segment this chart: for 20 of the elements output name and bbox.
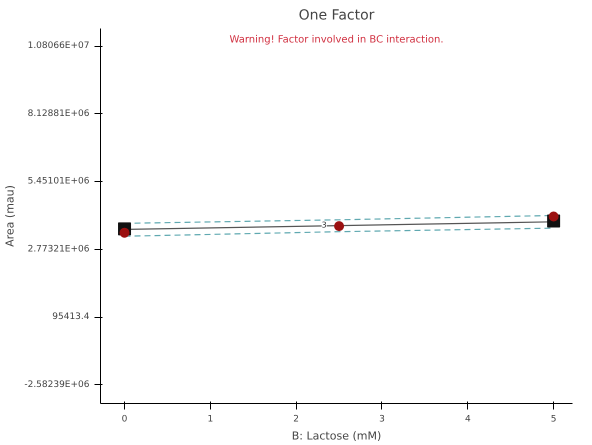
point (334, 221, 344, 232)
y-tick-label: 5.45101E+06 (28, 176, 90, 187)
x-tick-label: 1 (207, 414, 214, 424)
y-tick-label: 95413.4 (52, 312, 90, 322)
y-tick-label: 1.08066E+07 (28, 41, 90, 52)
y-tick-label: -2.58239E+06 (24, 380, 90, 390)
y-tick-label: 2.77321E+06 (28, 244, 90, 254)
x-tick-label: 5 (550, 414, 556, 424)
chart-title: One Factor (298, 8, 375, 24)
x-tick-label: 0 (122, 414, 128, 424)
x-tick-label: 4 (464, 414, 471, 424)
point (120, 228, 130, 238)
x-axis-title: B: Lactose (mM) (292, 430, 382, 442)
y-tick-label: 8.12881E+06 (28, 108, 90, 119)
y-axis-title: Area (mau) (3, 185, 16, 247)
x-tick-label: 3 (379, 414, 385, 424)
annotation: 3 (322, 220, 327, 230)
annotation: Warning! Factor involved in BC interaction. (229, 34, 444, 46)
point (548, 212, 559, 222)
x-tick-label: 2 (293, 414, 300, 424)
